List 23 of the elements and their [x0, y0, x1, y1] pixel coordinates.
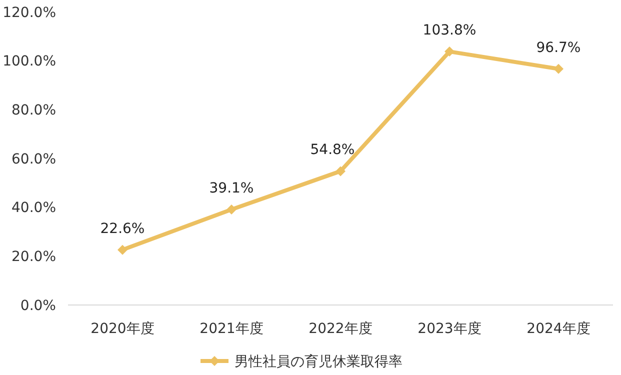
point: [226, 204, 236, 215]
text: 96.7%: [536, 40, 581, 56]
y-tick-label: 120.0%: [2, 4, 56, 21]
text: 39.1%: [209, 180, 254, 197]
text: 54.8%: [310, 142, 355, 158]
x-tick-label: 2022年度: [308, 321, 372, 337]
text: 22.6%: [100, 220, 145, 237]
x-tick-label: 2020年度: [90, 321, 154, 337]
point: [336, 166, 346, 176]
y-tick-label: 0.0%: [20, 298, 56, 314]
x-tick-label: 2023年度: [418, 321, 482, 337]
point: [118, 244, 128, 255]
y-tick-label: 60.0%: [12, 151, 56, 168]
y-tick-label: 40.0%: [12, 200, 56, 216]
point: [444, 46, 454, 57]
x-tick-label: 2021年度: [200, 321, 264, 337]
y-tick-label: 20.0%: [12, 249, 56, 266]
x-tick-label: 2024年度: [526, 321, 590, 337]
y-tick-label: 80.0%: [12, 102, 56, 119]
text: 103.8%: [422, 22, 476, 39]
point: [554, 64, 564, 74]
legend-label: 男性社員の育児休業取得率: [234, 352, 402, 370]
y-tick-label: 100.0%: [2, 54, 56, 70]
